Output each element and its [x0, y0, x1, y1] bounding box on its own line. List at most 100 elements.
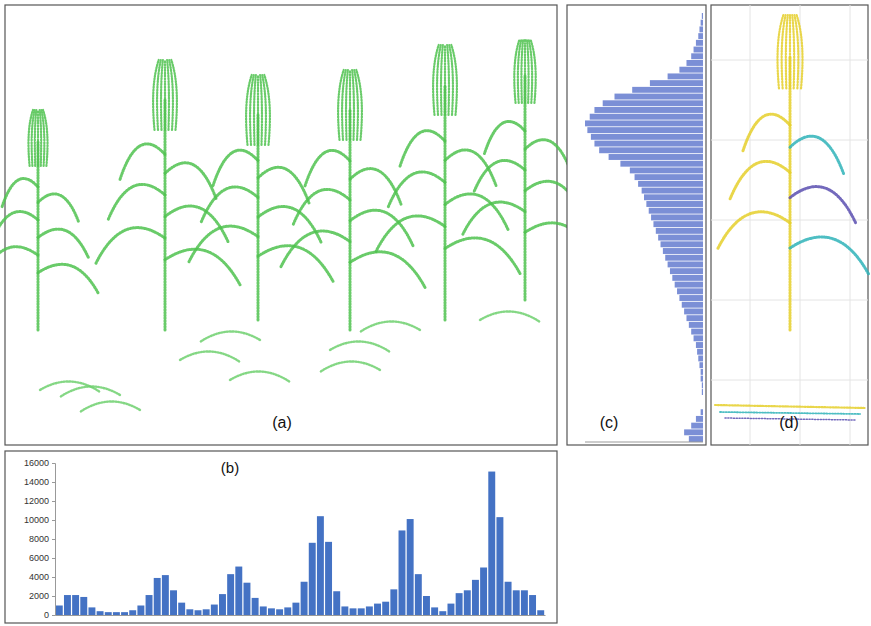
ground-leaf — [60, 386, 120, 397]
plant-top — [521, 40, 523, 103]
bar — [691, 329, 703, 335]
bar — [701, 376, 703, 382]
plant-top — [447, 45, 449, 115]
ground-leaf — [200, 331, 260, 342]
tick-label: 0 — [44, 610, 49, 620]
bar — [675, 282, 703, 288]
bar — [632, 87, 703, 93]
bar — [656, 228, 703, 234]
bar — [447, 604, 454, 615]
bar — [684, 429, 703, 435]
plant-leaf — [790, 237, 869, 274]
bar — [635, 174, 703, 180]
plant-leaf — [108, 184, 165, 220]
bar — [309, 543, 316, 615]
plant-stem — [524, 76, 527, 300]
tick-mark — [52, 615, 55, 616]
bar — [203, 609, 210, 615]
bar — [105, 612, 112, 615]
bar — [649, 208, 703, 214]
bar — [195, 610, 202, 615]
plant-top — [254, 75, 256, 145]
bar — [333, 591, 340, 615]
panel-label: (c) — [600, 414, 619, 431]
plant-top — [161, 60, 163, 130]
tick-mark — [52, 539, 55, 540]
plant-leaf — [189, 226, 258, 262]
plant-top — [352, 70, 354, 140]
bar — [651, 214, 703, 220]
y-axis: 0200040006000800010000120001400016000 — [24, 458, 56, 620]
ground-leaf — [80, 401, 140, 412]
bar — [64, 595, 71, 615]
bar — [529, 595, 536, 615]
plant-leaf — [120, 144, 165, 180]
bar — [696, 416, 703, 422]
bar — [146, 595, 153, 615]
bar — [252, 598, 259, 615]
bar — [679, 67, 703, 73]
bar — [689, 436, 703, 442]
tick: 10000 — [24, 515, 55, 525]
figure: (a)0200040006000800010000120001400016000… — [0, 0, 871, 626]
tick: 4000 — [29, 572, 55, 582]
bar — [358, 608, 365, 615]
backdrop-line — [750, 5, 751, 445]
bar — [80, 597, 87, 615]
tick-label: 6000 — [29, 553, 49, 563]
bar — [399, 530, 406, 615]
plant-top — [264, 75, 270, 145]
tick: 6000 — [29, 553, 55, 563]
bar — [121, 612, 128, 615]
bar — [686, 315, 703, 321]
plant-leaf — [38, 229, 88, 257]
panel-label: (d) — [779, 414, 799, 431]
tick-mark — [52, 596, 55, 597]
bar — [374, 604, 381, 615]
ground-leaf — [360, 321, 420, 332]
bar — [325, 542, 332, 615]
bar — [350, 608, 357, 615]
axis-line — [56, 615, 546, 616]
bar — [480, 568, 487, 616]
tick-mark — [52, 463, 55, 464]
bar — [677, 288, 703, 294]
tick-mark — [52, 520, 55, 521]
plant-leaf — [463, 202, 525, 234]
bar — [701, 369, 703, 375]
tick-mark — [52, 501, 55, 502]
tick-label: 16000 — [24, 458, 49, 468]
bar — [650, 80, 703, 86]
ground-leaf — [320, 361, 380, 372]
bar — [260, 606, 267, 615]
plant-leaf — [0, 212, 38, 240]
tick-label: 4000 — [29, 572, 49, 582]
bar — [292, 603, 299, 615]
tick-mark — [52, 577, 55, 578]
bars — [585, 13, 703, 442]
plant-top — [41, 110, 44, 166]
bar — [113, 612, 120, 615]
bar — [609, 154, 703, 160]
bar — [137, 606, 144, 616]
plant-leaf — [165, 249, 240, 285]
bar — [472, 580, 479, 615]
tick-label: 10000 — [24, 515, 49, 525]
plant-leaf — [201, 187, 258, 223]
panel-c-frame — [567, 5, 706, 445]
bar — [178, 603, 185, 615]
plant-leaf — [790, 187, 856, 224]
bar — [668, 261, 703, 267]
plant-leaf — [165, 163, 216, 199]
bars — [56, 472, 544, 615]
plant-leaf — [445, 238, 520, 274]
point-cloud-a — [0, 40, 593, 412]
ground-leaf — [480, 311, 540, 322]
plant-leaf — [96, 228, 165, 264]
bar — [697, 349, 703, 355]
panel-d-frame — [711, 5, 868, 445]
bar — [644, 194, 703, 200]
plant-leaf — [400, 131, 445, 167]
bar — [691, 423, 703, 429]
plant-top — [449, 45, 453, 115]
